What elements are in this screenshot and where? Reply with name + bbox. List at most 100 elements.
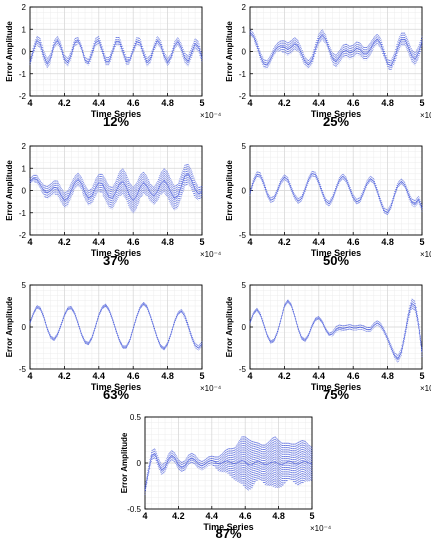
y-tick-label: 1 — [242, 25, 247, 34]
chart-svg: 4 4.2 4.4 4.6 4.8 5 -5 0 5 Time Series ×10⁻⁴ Error … — [225, 142, 431, 259]
x-tick-label: 4.4 — [313, 98, 326, 108]
y-tick-label: 0 — [22, 323, 27, 332]
x-axis-label: Time Series — [311, 382, 361, 392]
series-line — [29, 39, 203, 65]
y-axis-label: Error Amplitude — [5, 21, 14, 82]
chart-panel-4: 4 4.2 4.4 4.6 4.8 5 -5 0 5 Time Series ×10⁻⁴ Error … — [220, 142, 431, 277]
chart-panel-5: 4 4.2 4.4 4.6 4.8 5 -5 0 5 Time Series ×10⁻⁴ Error … — [0, 281, 222, 411]
panel-caption: 12% — [102, 114, 130, 129]
x-tick-label: 4.4 — [93, 237, 106, 247]
y-tick-label: 0 — [22, 48, 27, 57]
x-tick-label: 4.6 — [127, 237, 140, 247]
x-tick-label: 4.6 — [347, 98, 360, 108]
chart-svg: 4 4.2 4.4 4.6 4.8 5 -2 -1 0 1 2 Time Series ×10⁻⁴ Err… — [225, 3, 431, 120]
x-axis-multiplier: ×10⁻⁴ — [420, 250, 431, 259]
y-tick-label: -1 — [19, 70, 27, 79]
series-1 — [249, 171, 423, 216]
chart-svg: 4 4.2 4.4 4.6 4.8 5 -5 0 5 Time Series ×10⁻⁴ Error … — [5, 281, 222, 393]
series-1 — [29, 163, 203, 214]
panel-caption: 37% — [102, 253, 130, 268]
x-tick-label: 5 — [309, 511, 314, 521]
y-axis-label: Error Amplitude — [225, 296, 234, 357]
y-tick-label: -2 — [19, 92, 27, 101]
y-axis-label: Error Amplitude — [5, 296, 14, 357]
x-tick-label: 4 — [247, 237, 252, 247]
y-tick-label: -5 — [239, 365, 247, 374]
series-1 — [29, 302, 203, 351]
x-tick-label: 5 — [419, 98, 424, 108]
series-1 — [144, 436, 313, 497]
y-tick-label: -5 — [239, 231, 247, 240]
x-tick-label: 4.6 — [239, 511, 252, 521]
panel-caption: 63% — [102, 387, 130, 402]
x-axis-label: Time Series — [91, 382, 141, 392]
y-tick-label: 0 — [242, 323, 247, 332]
x-tick-label: 4 — [142, 511, 147, 521]
x-tick-label: 4 — [27, 98, 32, 108]
y-tick-label: -2 — [239, 92, 247, 101]
x-tick-label: 4.2 — [58, 371, 71, 381]
panel-caption: 25% — [322, 114, 350, 129]
chart-svg: 4 4.2 4.4 4.6 4.8 5 -2 -1 0 1 2 Time Series ×10⁻⁴ Err… — [5, 142, 222, 259]
chart-panel-2: 4 4.2 4.4 4.6 4.8 5 -2 -1 0 1 2 Time Series ×10⁻⁴ Err… — [220, 3, 431, 138]
x-tick-label: 4.4 — [313, 371, 326, 381]
x-axis-multiplier: ×10⁻⁴ — [420, 111, 431, 120]
chart-svg: 4 4.2 4.4 4.6 4.8 5 -5 0 5 Time Series ×10⁻⁴ Error … — [225, 281, 431, 393]
x-tick-label: 4.2 — [278, 371, 291, 381]
series-line — [249, 300, 423, 360]
y-tick-label: 0 — [242, 187, 247, 196]
x-tick-label: 5 — [199, 371, 204, 381]
y-tick-label: 0 — [137, 459, 142, 468]
x-tick-label: 4.8 — [161, 98, 174, 108]
series-line — [249, 173, 423, 214]
series-line — [29, 302, 203, 350]
y-tick-label: 1 — [22, 25, 27, 34]
x-axis-label: Time Series — [311, 109, 361, 119]
chart-svg: 4 4.2 4.4 4.6 4.8 5 -2 -1 0 1 2 Time Series ×10⁻⁴ Err… — [5, 3, 222, 120]
x-axis-multiplier: ×10⁻⁴ — [200, 250, 222, 259]
axes-frame — [29, 284, 203, 370]
series-line — [144, 453, 313, 491]
x-tick-label: 4.6 — [347, 371, 360, 381]
x-tick-label: 4.6 — [127, 371, 140, 381]
chart-panel-6: 4 4.2 4.4 4.6 4.8 5 -5 0 5 Time Series ×10⁻⁴ Error … — [220, 281, 431, 411]
y-tick-label: -2 — [19, 231, 27, 240]
x-axis-label: Time Series — [91, 248, 141, 258]
x-tick-label: 4 — [27, 371, 32, 381]
y-tick-label: 0.5 — [130, 413, 142, 422]
x-tick-label: 4.4 — [206, 511, 219, 521]
x-tick-label: 4 — [27, 237, 32, 247]
x-tick-label: 4.6 — [347, 237, 360, 247]
y-tick-label: 0 — [242, 48, 247, 57]
y-tick-label: 2 — [22, 142, 27, 151]
x-tick-label: 4.2 — [172, 511, 185, 521]
x-tick-label: 4 — [247, 98, 252, 108]
panel-caption: 75% — [322, 387, 350, 402]
chart-panel-3: 4 4.2 4.4 4.6 4.8 5 -2 -1 0 1 2 Time Series ×10⁻⁴ Err… — [0, 142, 222, 277]
axes-frame — [29, 6, 203, 97]
x-tick-label: 4.6 — [127, 98, 140, 108]
x-tick-label: 5 — [199, 98, 204, 108]
x-tick-label: 4.8 — [161, 237, 174, 247]
y-tick-label: 2 — [242, 3, 247, 12]
x-tick-label: 4.4 — [313, 237, 326, 247]
x-axis-multiplier: ×10⁻⁴ — [200, 111, 222, 120]
chart-panel-1: 4 4.2 4.4 4.6 4.8 5 -2 -1 0 1 2 Time Series ×10⁻⁴ Err… — [0, 3, 222, 138]
y-tick-label: 5 — [242, 142, 247, 151]
chart-svg: 4 4.2 4.4 4.6 4.8 5 -0.5 0 0.5 Time Series ×10⁻⁴ Er… — [120, 413, 332, 533]
x-tick-label: 4.2 — [278, 98, 291, 108]
x-axis-label: Time Series — [91, 109, 141, 119]
x-tick-label: 4.8 — [381, 237, 394, 247]
y-axis-label: Error Amplitude — [225, 160, 234, 221]
axes-frame — [249, 6, 423, 97]
y-tick-label: 2 — [22, 3, 27, 12]
x-tick-label: 4.4 — [93, 98, 106, 108]
x-tick-label: 5 — [419, 371, 424, 381]
y-axis-label: Error Amplitude — [225, 21, 234, 82]
x-tick-label: 4.2 — [58, 98, 71, 108]
x-tick-label: 4.8 — [161, 371, 174, 381]
x-tick-label: 4.2 — [278, 237, 291, 247]
chart-panel-7: 4 4.2 4.4 4.6 4.8 5 -0.5 0 0.5 Time Series ×10⁻⁴ Er… — [115, 413, 332, 550]
y-tick-label: -5 — [19, 365, 27, 374]
